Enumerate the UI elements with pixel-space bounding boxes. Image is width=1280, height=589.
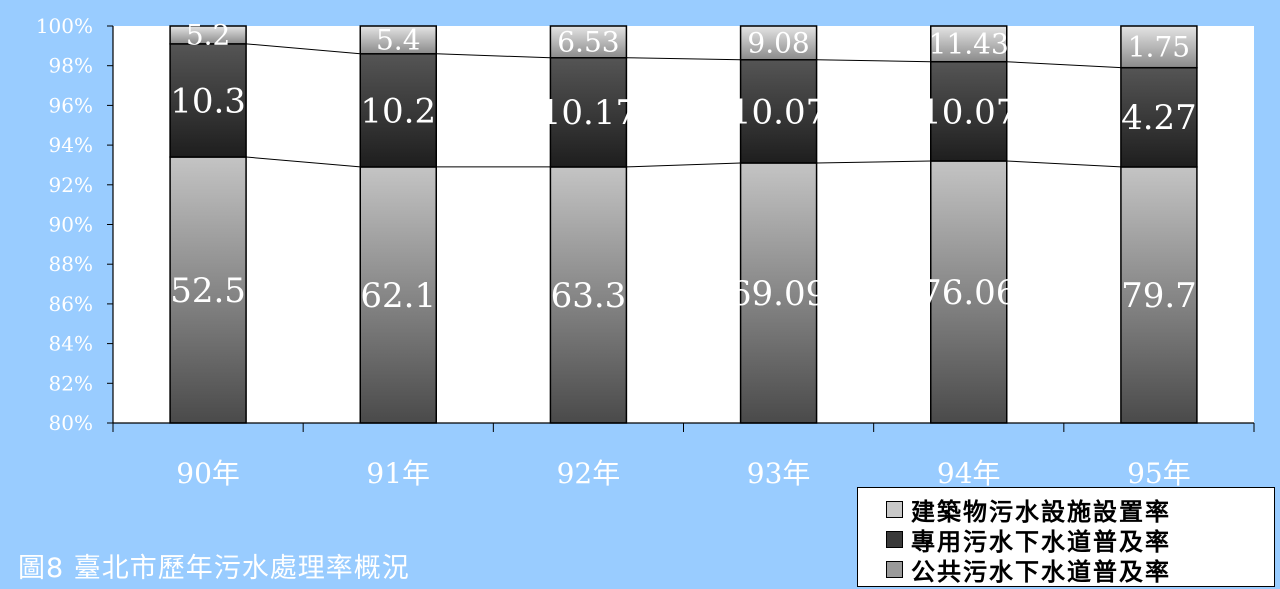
data-label: 10.07 <box>730 92 827 132</box>
x-tick-label: 91年 <box>366 457 430 490</box>
data-label: 79.7 <box>1121 276 1197 316</box>
legend: 建築物污水設施設置率 專用污水下水道普及率 公共污水下水道普及率 <box>857 487 1275 587</box>
data-label: 10.17 <box>540 93 637 133</box>
y-tick-label: 88% <box>49 252 93 276</box>
data-label: 63.3 <box>551 276 627 316</box>
legend-swatch <box>886 501 903 518</box>
y-tick-label: 100% <box>36 14 93 38</box>
x-tick-label: 93年 <box>747 457 811 490</box>
data-label: 69.09 <box>730 274 827 314</box>
data-label: 4.27 <box>1121 98 1197 138</box>
y-tick-label: 86% <box>49 292 93 316</box>
legend-swatch <box>886 561 903 578</box>
y-tick-label: 84% <box>49 332 93 356</box>
figure-caption: 圖8 臺北市歷年污水處理率概況 <box>18 546 410 585</box>
data-label: 10.2 <box>360 91 436 131</box>
legend-item: 專用污水下水道普及率 <box>886 524 1274 554</box>
legend-item: 建築物污水設施設置率 <box>886 494 1274 524</box>
y-tick-label: 98% <box>49 54 93 78</box>
data-label: 1.75 <box>1128 31 1190 64</box>
x-tick-label: 94年 <box>937 457 1001 490</box>
x-tick-label: 95年 <box>1127 457 1191 490</box>
data-label: 10.3 <box>170 81 246 121</box>
plot-area <box>113 26 1254 423</box>
data-label: 9.08 <box>747 27 809 60</box>
y-tick-label: 90% <box>49 213 93 237</box>
legend-item: 公共污水下水道普及率 <box>886 554 1274 584</box>
x-tick-label: 90年 <box>176 457 240 490</box>
y-tick-label: 92% <box>49 173 93 197</box>
data-label: 10.07 <box>920 92 1017 132</box>
y-tick-label: 82% <box>49 371 93 395</box>
data-label: 76.06 <box>920 273 1017 313</box>
data-label: 5.4 <box>376 24 421 57</box>
legend-label: 公共污水下水道普及率 <box>911 552 1171 587</box>
y-tick-label: 96% <box>49 93 93 117</box>
data-label: 6.53 <box>557 26 619 59</box>
data-label: 11.43 <box>929 28 1009 61</box>
x-tick-label: 92年 <box>557 457 621 490</box>
y-tick-label: 94% <box>49 133 93 157</box>
legend-swatch <box>886 531 903 548</box>
data-label: 5.2 <box>186 19 231 52</box>
data-label: 52.5 <box>170 271 246 311</box>
y-tick-label: 80% <box>49 411 93 435</box>
data-label: 62.1 <box>360 276 436 316</box>
